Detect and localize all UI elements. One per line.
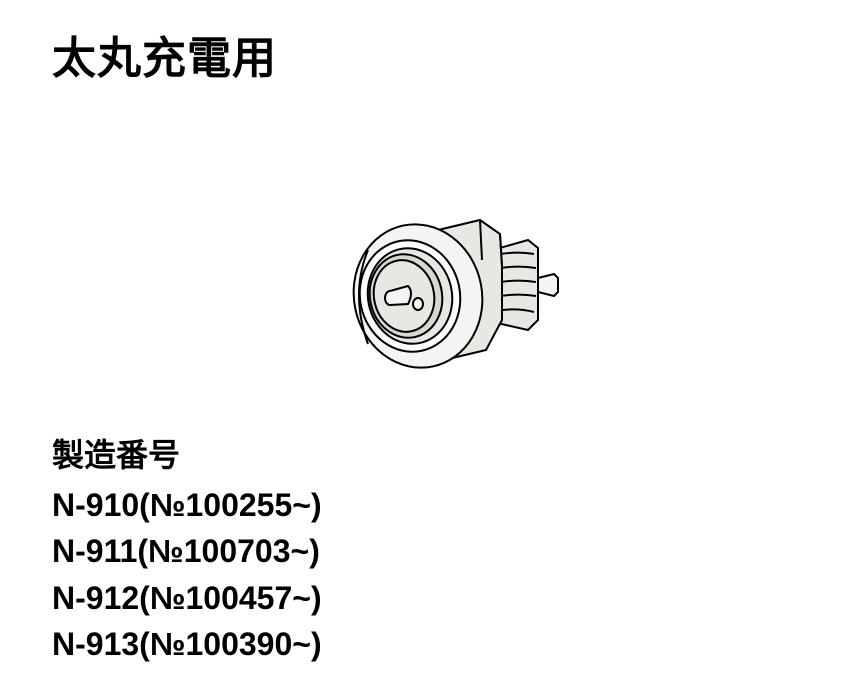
page-title: 太丸充電用 [52,22,277,86]
model-line: N-910(№100255~) [52,482,322,528]
model-line: N-912(№100457~) [52,575,322,621]
manufacturing-number-label: 製造番号 [52,430,322,476]
model-line: N-913(№100390~) [52,621,322,667]
connector-illustration [310,200,570,390]
manufacturing-info-block: 製造番号 N-910(№100255~) N-911(№100703~) N-9… [52,430,322,668]
model-line: N-911(№100703~) [52,528,322,574]
